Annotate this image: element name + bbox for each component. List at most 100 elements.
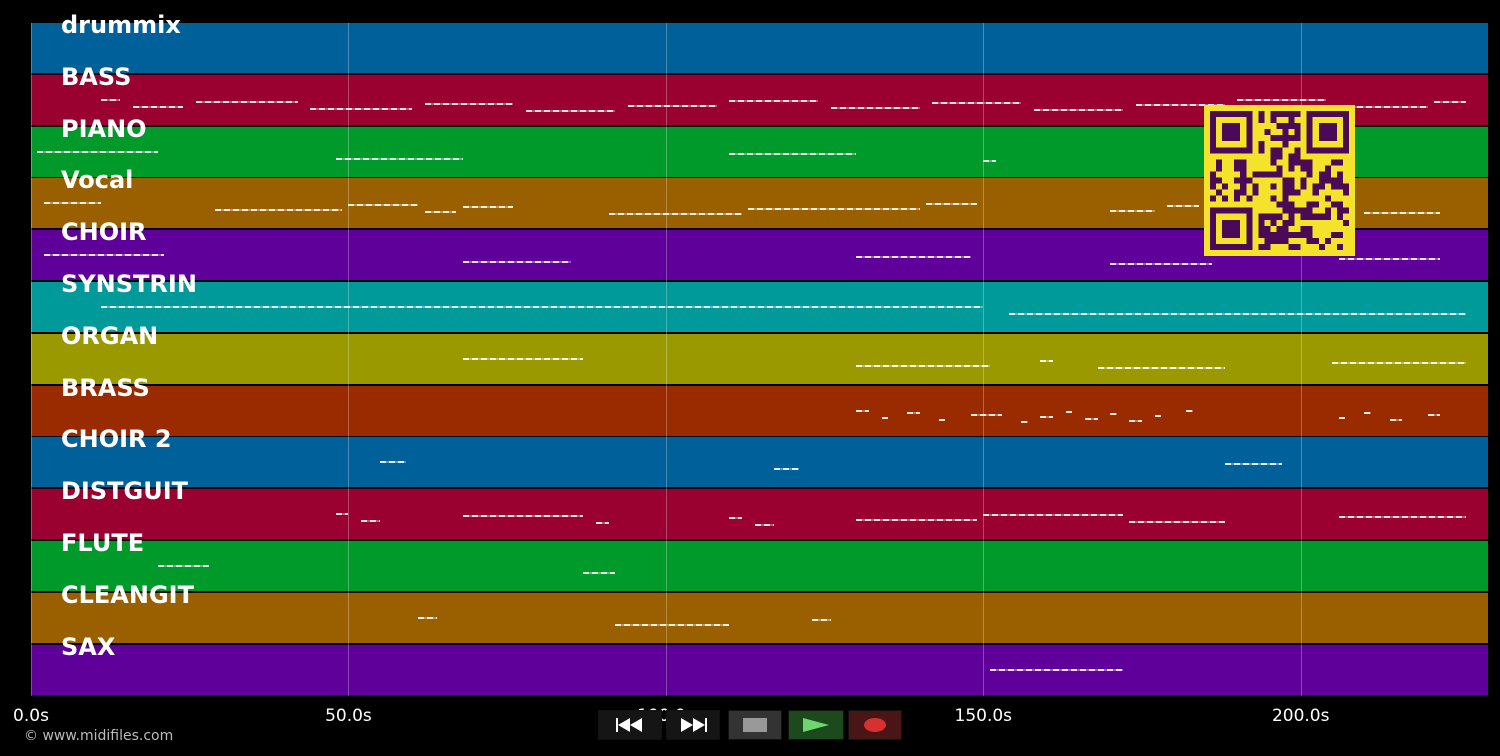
track-label: CHOIR 2 — [61, 425, 172, 454]
time-tick-label: 50.0s — [325, 706, 372, 726]
note-segment — [729, 99, 819, 102]
track-label: BRASS — [61, 373, 150, 402]
play-icon — [803, 718, 829, 732]
track-lane-5[interactable] — [31, 282, 1488, 332]
note-segment — [1154, 414, 1162, 417]
track-label: drummix — [61, 11, 181, 39]
track-lane-0[interactable] — [31, 23, 1488, 73]
note-segment — [462, 515, 584, 518]
note-segment — [526, 109, 616, 112]
track-lane-10[interactable] — [31, 541, 1488, 591]
track-lane-11[interactable] — [31, 592, 1488, 643]
note-segment — [608, 213, 743, 216]
note-segment — [856, 256, 971, 259]
stop-button[interactable] — [728, 710, 782, 740]
note-segment — [1110, 412, 1117, 415]
note-segment — [932, 101, 1022, 104]
record-button[interactable] — [848, 710, 902, 740]
fast-forward-button[interactable] — [666, 710, 720, 740]
note-segment — [418, 616, 438, 619]
note-segment — [1427, 413, 1441, 416]
transport-controls — [598, 710, 902, 740]
note-segment — [1040, 359, 1054, 362]
note-segment — [729, 517, 743, 520]
rewind-button[interactable] — [598, 710, 662, 740]
note-segment — [1008, 313, 1466, 315]
time-tick-label: 0.0s — [13, 706, 49, 726]
note-segment — [983, 514, 1123, 517]
note-segment — [361, 520, 381, 523]
track-lane-9[interactable] — [31, 489, 1488, 540]
gridline — [348, 23, 350, 696]
rewind-icon — [616, 718, 642, 732]
note-segment — [754, 524, 774, 527]
note-segment — [938, 418, 946, 421]
note-segment — [462, 206, 514, 209]
note-segment — [1338, 416, 1346, 419]
note-segment — [748, 208, 920, 211]
note-segment — [1364, 212, 1441, 215]
note-segment — [830, 106, 920, 109]
note-segment — [1084, 417, 1098, 420]
note-segment — [1110, 210, 1155, 213]
track-lane-7[interactable] — [31, 385, 1488, 436]
qr-code-icon[interactable] — [1204, 105, 1355, 256]
note-segment — [1167, 205, 1200, 208]
play-button[interactable] — [788, 710, 844, 740]
note-segment — [881, 416, 889, 419]
note-segment — [811, 618, 831, 621]
note-segment — [1097, 366, 1225, 369]
note-segment — [1332, 361, 1466, 364]
record-icon — [864, 718, 886, 732]
track-label: CHOIR — [61, 218, 147, 247]
note-segment — [773, 468, 800, 471]
track-lane-12[interactable] — [31, 644, 1488, 695]
note-segment — [1129, 521, 1225, 524]
time-tick-label: 150.0s — [954, 706, 1013, 726]
note-segment — [424, 102, 514, 105]
note-segment — [100, 98, 120, 101]
note-segment — [100, 306, 984, 308]
track-label: SYNSTRIN — [61, 270, 197, 298]
note-segment — [1364, 411, 1371, 414]
note-segment — [1135, 103, 1225, 106]
note-segment — [215, 209, 343, 212]
track-label: FLUTE — [61, 529, 145, 557]
note-segment — [627, 104, 717, 107]
gridline — [665, 23, 667, 696]
note-segment — [37, 150, 158, 153]
stop-icon — [743, 718, 767, 732]
note-segment — [1389, 418, 1403, 421]
track-lane-6[interactable] — [31, 333, 1488, 384]
note-segment — [1021, 420, 1028, 423]
track-label: CLEANGIT — [61, 580, 194, 609]
note-segment — [196, 100, 298, 103]
note-segment — [1129, 419, 1142, 422]
note-segment — [132, 105, 184, 108]
note-segment — [1338, 516, 1466, 519]
note-segment — [1434, 100, 1466, 103]
note-segment — [970, 413, 1003, 416]
note-segment — [462, 357, 584, 360]
note-segment — [424, 211, 457, 214]
note-segment — [310, 107, 412, 110]
track-label: SAX — [61, 632, 116, 661]
time-tick-label: 200.0s — [1271, 706, 1330, 726]
copyright-text: © www.midifiles.com — [24, 728, 174, 744]
note-segment — [335, 513, 349, 516]
note-segment — [583, 572, 616, 574]
note-segment — [43, 254, 165, 257]
note-segment — [335, 157, 463, 160]
gridline — [1300, 23, 1302, 696]
note-segment — [1338, 105, 1428, 108]
track-label: ORGAN — [61, 321, 159, 350]
track-lane-8[interactable] — [31, 437, 1488, 488]
note-segment — [596, 522, 609, 525]
note-segment — [856, 364, 990, 367]
note-segment — [1065, 410, 1073, 413]
fast-forward-icon — [681, 718, 707, 732]
track-label: DISTGUIT — [61, 477, 188, 506]
note-segment — [1110, 263, 1212, 266]
track-label: Vocal — [61, 166, 134, 195]
